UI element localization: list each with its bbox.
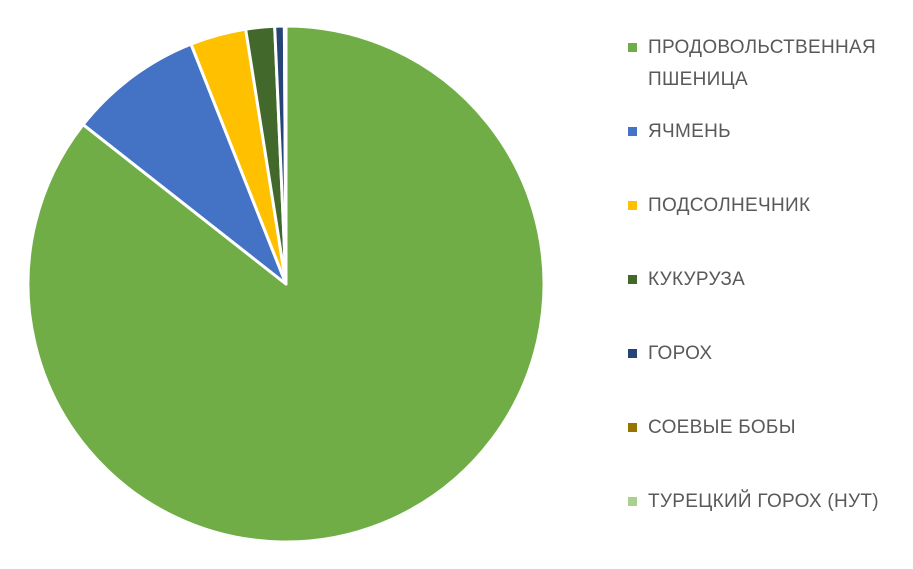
legend-swatch [628,43,637,52]
legend-item: КУКУРУЗА [628,264,908,296]
pie-slice-1 [81,42,288,286]
legend-label: ТУРЕЦКИЙ ГОРОХ (НУТ) [648,491,879,512]
legend-item: СОЕВЫЕ БОБЫ [628,412,908,444]
legend-item: ПРОДОВОЛЬСТВЕННАЯ ПШЕНИЦА [628,32,908,96]
legend-swatch [628,127,637,136]
legend-swatch [628,275,637,284]
legend-swatch [628,349,637,358]
legend-item: ПОДСОЛНЕЧНИК [628,190,908,222]
legend-item: ЯЧМЕНЬ [628,116,908,148]
legend-swatch [628,423,637,432]
legend-item: ТУРЕЦКИЙ ГОРОХ (НУТ) [628,486,908,518]
legend-label: ПОДСОЛНЕЧНИК [648,195,811,216]
legend-item: ГОРОХ [628,338,908,370]
legend-label: СОЕВЫЕ БОБЫ [648,417,796,438]
legend-label: ГОРОХ [648,343,713,364]
legend-swatch [628,201,637,210]
legend-swatch [628,497,637,506]
pie-slice-6 [283,24,288,286]
legend-label: КУКУРУЗА [648,269,746,290]
legend-label: ПРОДОВОЛЬСТВЕННАЯ ПШЕНИЦА [648,37,877,90]
legend-label: ЯЧМЕНЬ [648,121,731,142]
